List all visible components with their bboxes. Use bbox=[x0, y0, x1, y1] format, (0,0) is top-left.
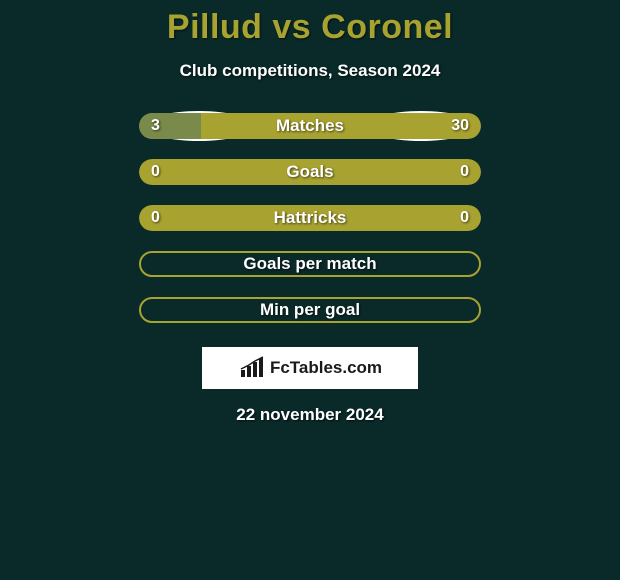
stat-row: 3Matches30 bbox=[139, 113, 481, 139]
outline-stat-label: Min per goal bbox=[260, 300, 360, 320]
outline-stat-label: Goals per match bbox=[243, 254, 376, 274]
stat-bar: 3Matches30 bbox=[139, 113, 481, 139]
outline-rows-container: Goals per match Min per goal bbox=[139, 251, 481, 343]
comparison-infographic: Pillud vs Coronel Club competitions, Sea… bbox=[0, 0, 620, 425]
bar-chart-icon bbox=[238, 356, 266, 380]
logo: FcTables.com bbox=[238, 356, 382, 380]
stat-bar: 0Goals0 bbox=[139, 159, 481, 185]
stat-bar: 0Hattricks0 bbox=[139, 205, 481, 231]
date-label: 22 november 2024 bbox=[236, 405, 383, 425]
stat-value-right: 0 bbox=[460, 163, 469, 181]
logo-box: FcTables.com bbox=[202, 347, 418, 389]
page-title: Pillud vs Coronel bbox=[167, 8, 453, 47]
stat-value-right: 0 bbox=[460, 209, 469, 227]
stat-label: Matches bbox=[139, 116, 481, 136]
stat-value-right: 30 bbox=[451, 117, 469, 135]
subtitle: Club competitions, Season 2024 bbox=[180, 61, 441, 81]
stat-rows-container: 3Matches300Goals00Hattricks0 bbox=[139, 113, 481, 251]
outline-stat-bar: Goals per match bbox=[139, 251, 481, 277]
outline-stat-bar: Min per goal bbox=[139, 297, 481, 323]
stat-row: 0Hattricks0 bbox=[139, 205, 481, 231]
stat-label: Hattricks bbox=[139, 208, 481, 228]
stat-row: 0Goals0 bbox=[139, 159, 481, 185]
stat-label: Goals bbox=[139, 162, 481, 182]
logo-text: FcTables.com bbox=[270, 358, 382, 378]
